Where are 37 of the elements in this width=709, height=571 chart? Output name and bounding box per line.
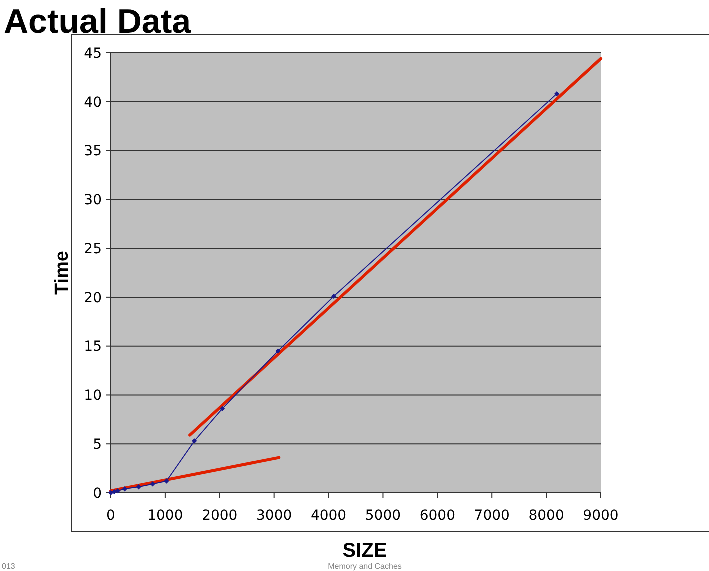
x-tick-label: 8000 xyxy=(528,508,564,524)
point xyxy=(122,486,128,492)
y-tick-label: 40 xyxy=(84,94,102,111)
x-tick-label: 2000 xyxy=(202,508,238,524)
x-tick-label: 9000 xyxy=(583,508,619,524)
y-tick-label: 10 xyxy=(84,388,102,404)
y-axis-title: Time xyxy=(52,250,73,296)
x-tick-label: 6000 xyxy=(420,508,456,524)
point xyxy=(136,484,142,490)
point xyxy=(331,294,337,300)
x-tick-label: 4000 xyxy=(310,508,347,524)
point xyxy=(112,489,118,495)
y-tick-label: 25 xyxy=(84,241,102,258)
point xyxy=(276,348,281,354)
x-tick-label: 3000 xyxy=(256,508,292,524)
x-tick-label: 5000 xyxy=(365,508,402,524)
point xyxy=(554,91,560,97)
x-tick-label: 1000 xyxy=(148,508,184,524)
x-tick-label: 7000 xyxy=(474,508,510,524)
x-tick-label: 0 xyxy=(106,508,116,524)
chart-title: Actual Data xyxy=(4,3,192,41)
point xyxy=(150,482,156,487)
text: Memory and Caches xyxy=(328,562,402,571)
y-tick-label: 0 xyxy=(93,486,102,502)
point xyxy=(192,438,198,444)
y-tick-label: 35 xyxy=(84,144,102,160)
point xyxy=(220,406,226,412)
y-tick-label: 5 xyxy=(93,437,102,454)
y-tick-label: 45 xyxy=(84,46,102,62)
point xyxy=(164,478,170,484)
y-tick-label: 30 xyxy=(84,192,102,209)
point xyxy=(115,488,121,494)
x-axis-title: SIZE xyxy=(342,540,388,562)
point xyxy=(108,490,114,496)
y-tick-label: 15 xyxy=(84,339,102,356)
text: 013 xyxy=(2,562,16,571)
y-tick-label: 20 xyxy=(84,290,102,306)
